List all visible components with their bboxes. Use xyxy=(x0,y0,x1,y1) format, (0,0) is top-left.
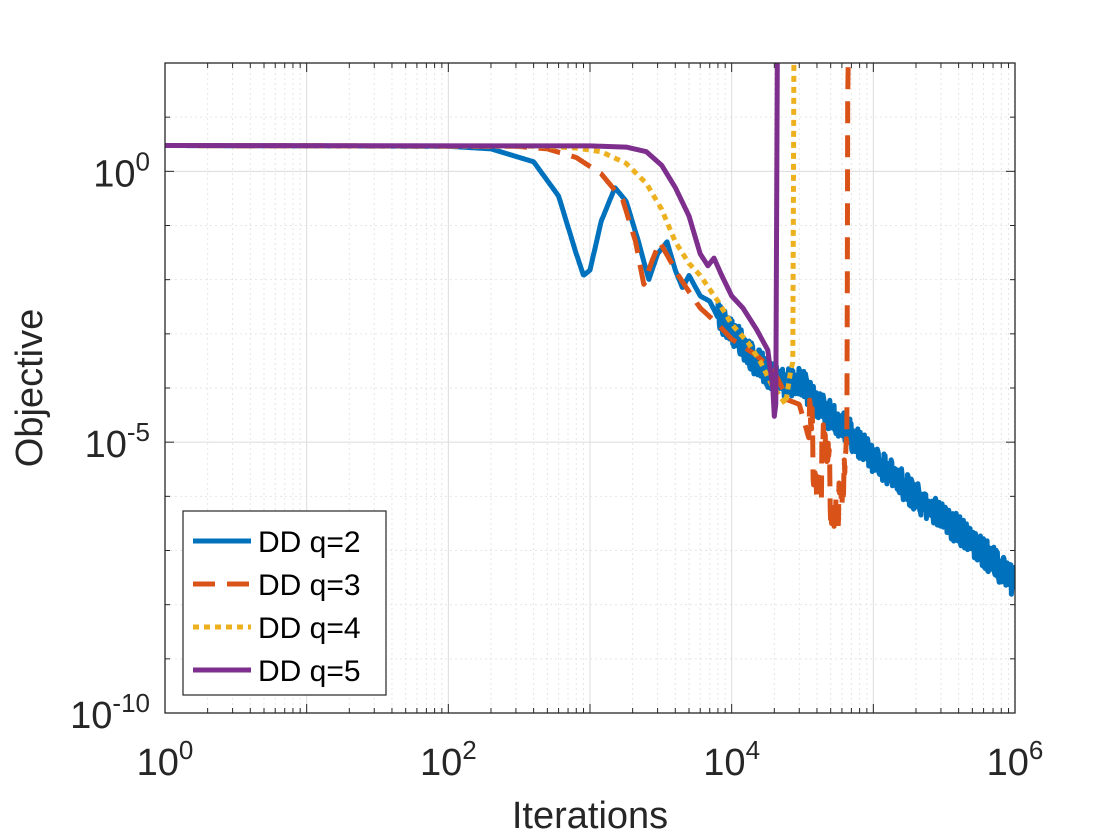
legend: DD q=2 DD q=3 DD q=4 DD q=5 xyxy=(182,510,387,696)
y-tick-label: 100 xyxy=(93,146,150,195)
x-tick-label: 100 xyxy=(137,735,194,784)
plot-frame xyxy=(164,62,1016,714)
y-tick-label: 10-5 xyxy=(85,417,150,466)
legend-label: DD q=4 xyxy=(258,612,361,645)
axis-ticks xyxy=(164,63,1015,714)
x-tick-label: 102 xyxy=(420,735,477,784)
legend-label: DD q=5 xyxy=(258,655,361,688)
series-line-dd-q-5 xyxy=(165,63,780,419)
y-tick-label: 10-10 xyxy=(70,688,150,737)
series-line-dd-q-4 xyxy=(165,63,797,407)
legend-label: DD q=3 xyxy=(258,569,361,602)
series-layer xyxy=(165,63,1015,597)
y-axis-title: Objective xyxy=(9,309,51,467)
tick-labels: 100 102 104 106 10-10 10-5 100 xyxy=(70,146,1043,784)
x-tick-label: 104 xyxy=(703,735,760,784)
x-tick-label: 106 xyxy=(987,735,1044,784)
legend-label: DD q=2 xyxy=(258,526,361,559)
x-axis-title: Iterations xyxy=(512,795,668,837)
